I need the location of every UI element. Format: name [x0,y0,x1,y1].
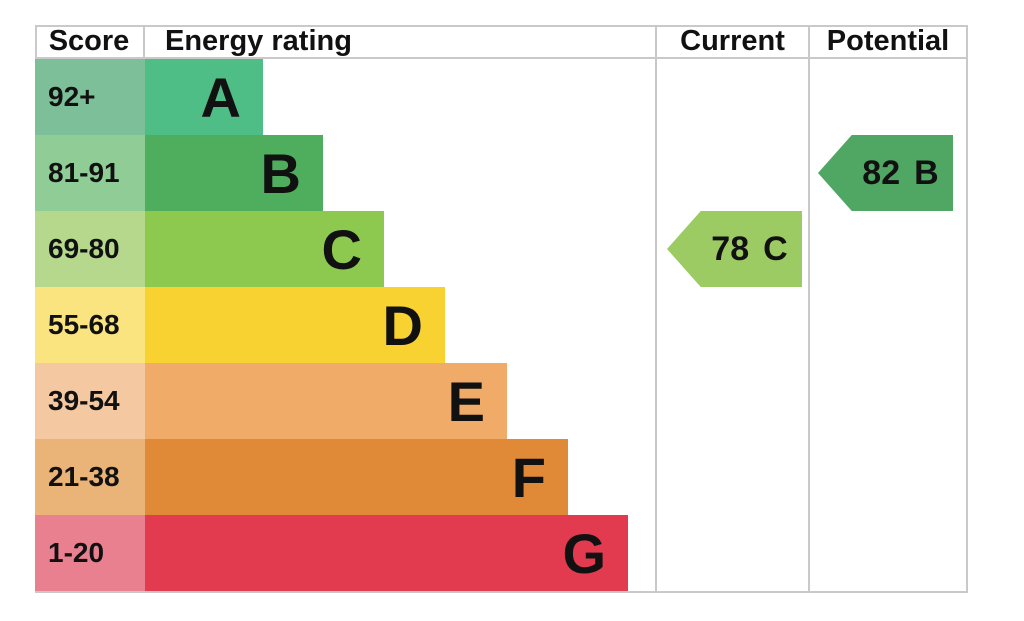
table-bottom-border [35,591,968,593]
score-range-cell: 1-20 [35,515,145,591]
table-top-border [35,25,968,27]
potential-rating-arrow: 82 B [818,135,953,211]
rating-current-column-divider [655,25,657,593]
rating-bar-c: C [145,211,384,287]
rating-letter-f: F [511,446,546,509]
rating-letter-c: C [321,218,362,281]
current-score: 78 [711,229,750,268]
rating-bar-d: D [145,287,445,363]
score-range-cell: 81-91 [35,135,145,211]
potential-rating-letter: B [914,153,939,192]
rating-letter-d: D [382,294,423,357]
band-row-e: 39-54 E [35,363,507,439]
rating-bar-e: E [145,363,507,439]
score-rating-header-divider [143,25,145,59]
table-right-border [966,25,968,593]
band-row-b: 81-91 B [35,135,323,211]
score-range-cell: 55-68 [35,287,145,363]
band-row-c: 69-80 C [35,211,384,287]
potential-column-header: Potential [826,25,950,57]
score-range-cell: 92+ [35,59,145,135]
current-column-header: Current [680,25,785,57]
current-potential-column-divider [808,25,810,593]
rating-bar-g: G [145,515,628,591]
rating-letter-b: B [260,142,301,205]
rating-bar-b: B [145,135,323,211]
current-rating-letter: C [763,229,788,268]
band-row-g: 1-20 G [35,515,628,591]
potential-score: 82 [862,153,901,192]
header-separator [35,57,968,59]
rating-bar-f: F [145,439,568,515]
rating-letter-g: G [562,522,606,585]
band-row-d: 55-68 D [35,287,445,363]
band-row-f: 21-38 F [35,439,568,515]
energy-rating-column-header: Energy rating [165,25,352,57]
band-row-a: 92+ A [35,59,263,135]
rating-bar-a: A [145,59,263,135]
current-rating-arrow: 78 C [667,211,802,287]
score-range-cell: 69-80 [35,211,145,287]
score-range-cell: 21-38 [35,439,145,515]
rating-letter-e: E [447,370,485,433]
score-range-cell: 39-54 [35,363,145,439]
rating-letter-a: A [200,66,241,129]
score-column-header: Score [48,25,130,57]
